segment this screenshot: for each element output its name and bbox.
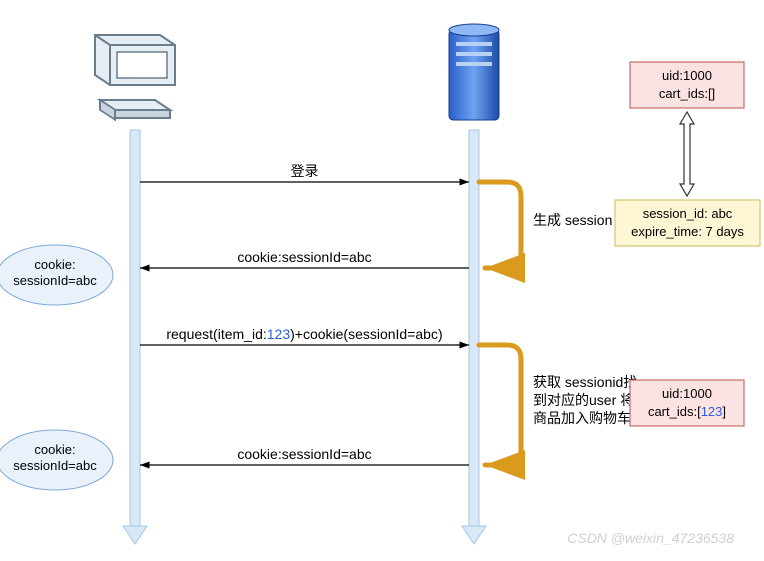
- sequence-diagram: 登录cookie:sessionId=abcrequest(item_id:12…: [0, 0, 764, 561]
- svg-text:sessionId=abc: sessionId=abc: [13, 458, 97, 473]
- svg-text:uid:1000: uid:1000: [662, 68, 712, 83]
- svg-text:request(item_id:123)+cookie(se: request(item_id:123)+cookie(sessionId=ab…: [166, 326, 442, 342]
- svg-text:cart_ids:[123]: cart_ids:[123]: [648, 404, 726, 419]
- svg-text:cookie:sessionId=abc: cookie:sessionId=abc: [237, 446, 371, 462]
- watermark-text: CSDN @weixin_47236538: [567, 530, 734, 546]
- svg-text:expire_time: 7 days: expire_time: 7 days: [631, 224, 744, 239]
- svg-text:cookie:: cookie:: [34, 257, 75, 272]
- svg-text:session_id: abc: session_id: abc: [643, 206, 733, 221]
- svg-text:商品加入购物车: 商品加入购物车: [533, 410, 631, 426]
- svg-text:sessionId=abc: sessionId=abc: [13, 273, 97, 288]
- svg-text:获取 sessionid找: 获取 sessionid找: [533, 374, 637, 390]
- svg-text:cart_ids:[]: cart_ids:[]: [659, 86, 715, 101]
- svg-text:cookie:sessionId=abc: cookie:sessionId=abc: [237, 249, 371, 265]
- svg-text:到对应的user 将: 到对应的user 将: [533, 392, 634, 408]
- svg-text:生成 session: 生成 session: [533, 212, 612, 228]
- svg-text:cookie:: cookie:: [34, 442, 75, 457]
- svg-text:登录: 登录: [291, 163, 319, 179]
- svg-text:uid:1000: uid:1000: [662, 386, 712, 401]
